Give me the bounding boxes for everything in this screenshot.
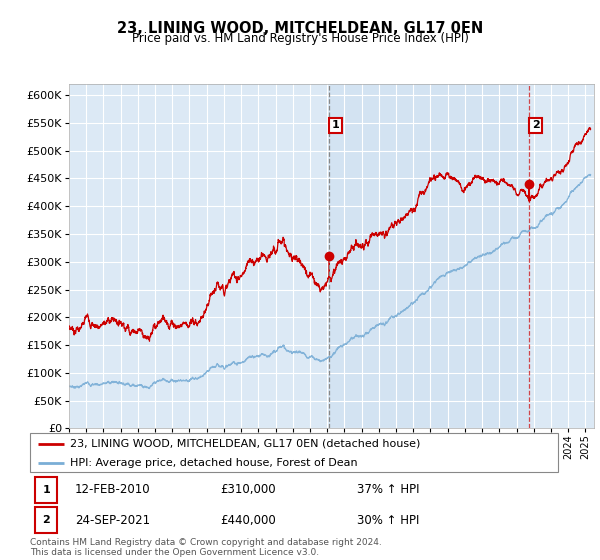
Text: £440,000: £440,000 [220,514,276,527]
Text: 37% ↑ HPI: 37% ↑ HPI [358,483,420,496]
Text: HPI: Average price, detached house, Forest of Dean: HPI: Average price, detached house, Fore… [70,458,357,468]
Text: 12-FEB-2010: 12-FEB-2010 [75,483,151,496]
FancyBboxPatch shape [35,477,58,502]
Text: 2: 2 [43,515,50,525]
Text: 1: 1 [332,120,340,130]
Text: Price paid vs. HM Land Registry's House Price Index (HPI): Price paid vs. HM Land Registry's House … [131,32,469,45]
Text: 2: 2 [532,120,539,130]
Text: 23, LINING WOOD, MITCHELDEAN, GL17 0EN: 23, LINING WOOD, MITCHELDEAN, GL17 0EN [117,21,483,36]
Text: 30% ↑ HPI: 30% ↑ HPI [358,514,420,527]
FancyBboxPatch shape [35,507,58,533]
Text: Contains HM Land Registry data © Crown copyright and database right 2024.
This d: Contains HM Land Registry data © Crown c… [30,538,382,557]
FancyBboxPatch shape [30,433,558,472]
Text: 23, LINING WOOD, MITCHELDEAN, GL17 0EN (detached house): 23, LINING WOOD, MITCHELDEAN, GL17 0EN (… [70,438,420,449]
Text: 1: 1 [43,484,50,494]
Bar [329,84,529,428]
Text: £310,000: £310,000 [220,483,276,496]
Text: 24-SEP-2021: 24-SEP-2021 [75,514,150,527]
